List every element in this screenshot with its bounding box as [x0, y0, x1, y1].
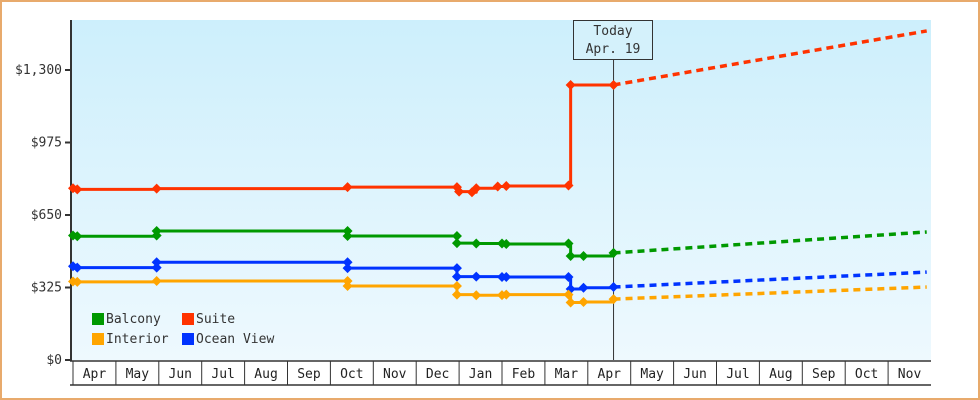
- y-tick-label: $1,300: [15, 63, 62, 78]
- data-point-marker[interactable]: [72, 262, 83, 273]
- legend-label: Ocean View: [196, 331, 275, 347]
- x-month-label: Jan: [469, 367, 492, 382]
- y-tick-label: $650: [31, 208, 62, 223]
- today-label: Today: [593, 24, 633, 39]
- legend-item-balcony[interactable]: Balcony: [92, 311, 182, 327]
- data-point-marker[interactable]: [72, 231, 83, 242]
- data-point-marker[interactable]: [501, 289, 512, 300]
- data-point-marker[interactable]: [342, 182, 353, 193]
- data-point-marker[interactable]: [578, 282, 589, 293]
- data-point-marker[interactable]: [578, 297, 589, 307]
- suite-swatch-icon: [182, 313, 194, 325]
- data-point-marker[interactable]: [563, 180, 574, 191]
- legend-label: Suite: [196, 311, 236, 327]
- x-month-label: Aug: [769, 367, 792, 382]
- x-month-label: Sep: [297, 367, 321, 382]
- data-point-marker[interactable]: [608, 79, 619, 90]
- data-point-marker[interactable]: [471, 238, 482, 249]
- data-point-marker[interactable]: [151, 262, 162, 273]
- data-point-marker[interactable]: [151, 226, 162, 237]
- data-point-marker[interactable]: [471, 290, 482, 301]
- data-point-marker[interactable]: [151, 183, 162, 194]
- x-month-label: Jul: [726, 367, 749, 382]
- today-marker-label: Today Apr. 19: [573, 20, 653, 60]
- x-month-label: Dec: [426, 367, 449, 382]
- interior-swatch-icon: [92, 333, 104, 345]
- data-point-marker[interactable]: [565, 251, 576, 262]
- data-point-marker[interactable]: [342, 230, 353, 241]
- data-point-marker[interactable]: [342, 257, 353, 268]
- y-tick-label: $975: [31, 136, 62, 151]
- x-month-label: Sep: [812, 367, 836, 382]
- x-month-label: May: [126, 367, 150, 382]
- series-suite: [68, 29, 928, 198]
- series-ocean-view: [68, 257, 927, 295]
- data-point-marker[interactable]: [492, 181, 503, 192]
- data-point-marker[interactable]: [451, 230, 462, 241]
- data-point-marker[interactable]: [342, 280, 353, 291]
- x-month-label: Nov: [898, 367, 922, 382]
- y-tick-label: $325: [31, 281, 62, 296]
- data-point-marker[interactable]: [72, 276, 83, 287]
- data-point-marker[interactable]: [501, 239, 512, 249]
- data-point-marker[interactable]: [565, 79, 576, 90]
- legend-item-ocean-view[interactable]: Ocean View: [182, 331, 292, 347]
- legend-label: Interior: [106, 331, 169, 347]
- y-tick-label: $0: [46, 353, 62, 368]
- data-point-marker[interactable]: [608, 294, 619, 305]
- data-point-marker[interactable]: [151, 257, 162, 268]
- data-point-marker[interactable]: [565, 297, 576, 308]
- x-month-label: Oct: [340, 367, 363, 382]
- ocean-view-swatch-icon: [182, 333, 194, 345]
- data-point-marker[interactable]: [451, 280, 462, 291]
- x-month-label: Feb: [512, 367, 536, 382]
- legend: Balcony Suite Interior Ocean View: [92, 311, 292, 347]
- data-point-marker[interactable]: [451, 289, 462, 300]
- y-axis: $0 $325 $650 $975 $1,300: [15, 20, 72, 368]
- x-month-label: Apr: [598, 367, 622, 382]
- data-point-marker[interactable]: [578, 251, 589, 262]
- data-point-marker[interactable]: [501, 181, 512, 191]
- data-point-marker[interactable]: [454, 186, 465, 197]
- x-month-label: Jun: [683, 367, 706, 382]
- x-month-label: Jul: [211, 367, 234, 382]
- x-month-label: Apr: [83, 367, 107, 382]
- data-point-marker[interactable]: [563, 289, 574, 300]
- x-month-label: Jun: [169, 367, 192, 382]
- data-point-marker[interactable]: [608, 282, 619, 293]
- data-point-marker[interactable]: [563, 272, 574, 283]
- data-point-marker[interactable]: [451, 238, 462, 249]
- balcony-swatch-icon: [92, 313, 104, 325]
- data-point-marker[interactable]: [563, 238, 574, 249]
- data-point-marker[interactable]: [471, 271, 482, 282]
- x-month-label: Mar: [555, 367, 579, 382]
- x-month-label: Nov: [383, 367, 407, 382]
- data-point-marker[interactable]: [471, 183, 482, 194]
- today-date: Apr. 19: [585, 42, 641, 57]
- data-point-marker[interactable]: [151, 276, 162, 287]
- data-point-marker[interactable]: [451, 263, 462, 274]
- data-point-marker[interactable]: [342, 263, 353, 274]
- data-point-marker[interactable]: [608, 247, 619, 258]
- data-point-marker[interactable]: [451, 271, 462, 282]
- x-month-label: Aug: [254, 367, 277, 382]
- x-axis: Apr May Jun Jul Aug Sep Oct Nov Dec Jan Feb Mar Apr M…: [70, 360, 931, 386]
- data-point-marker[interactable]: [501, 272, 512, 283]
- series-group: [68, 29, 928, 308]
- x-month-label: Oct: [855, 367, 878, 382]
- legend-item-interior[interactable]: Interior: [92, 331, 182, 347]
- legend-label: Balcony: [106, 311, 161, 327]
- series-interior: [68, 276, 927, 308]
- data-point-marker[interactable]: [72, 184, 83, 195]
- legend-item-suite[interactable]: Suite: [182, 311, 292, 327]
- x-month-label: May: [640, 367, 664, 382]
- series-balcony: [68, 226, 927, 262]
